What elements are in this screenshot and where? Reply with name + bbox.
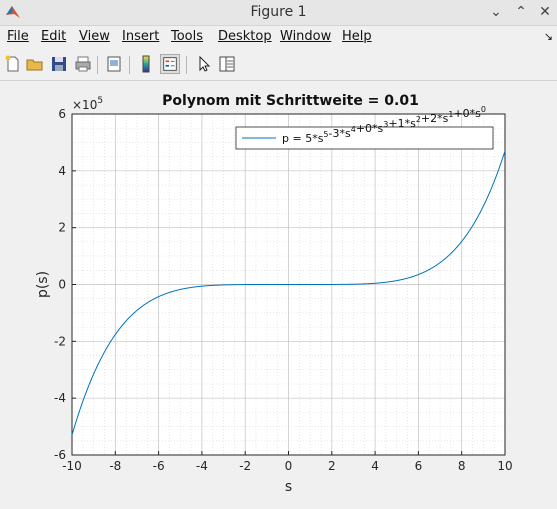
toolbar xyxy=(0,50,557,81)
save-icon[interactable] xyxy=(49,54,69,74)
menu-desktop[interactable]: Desktop xyxy=(218,29,272,44)
y-tick-label: 2 xyxy=(58,221,66,235)
y-tick-label: 6 xyxy=(58,107,66,121)
polynomial-series-line xyxy=(71,150,506,436)
legend-entry-label: p = 5*s5-3*s4+0*s3+1*s2+2*s1+0*s0 xyxy=(282,105,486,145)
window-titlebar: Figure 1 ⌄ ⌃ ✕ xyxy=(0,0,557,26)
x-tick-label: 4 xyxy=(371,459,379,473)
x-tick-label: -10 xyxy=(62,459,82,473)
menu-help[interactable]: Help xyxy=(342,29,372,44)
menu-tools[interactable]: Tools xyxy=(171,29,204,44)
x-tick-label: 0 xyxy=(285,459,293,473)
window-title: Figure 1 xyxy=(250,4,307,20)
x-axis-label: s xyxy=(285,479,292,495)
x-tick-label: -4 xyxy=(196,459,208,473)
toolbar-separator xyxy=(186,56,187,74)
print-icon[interactable] xyxy=(73,54,93,74)
menu-window[interactable]: Window xyxy=(280,29,332,44)
colorbar-icon[interactable] xyxy=(136,54,156,74)
legend-box xyxy=(235,126,494,150)
chart-title: Polynom mit Schrittweite = 0.01 xyxy=(162,93,419,109)
y-tick-label: -2 xyxy=(54,334,66,348)
x-tick-label: 8 xyxy=(458,459,466,473)
close-button[interactable]: ✕ xyxy=(539,4,551,20)
y-tick-label: -4 xyxy=(54,391,66,405)
menu-edit[interactable]: Edit xyxy=(41,29,67,44)
x-tick-label: -6 xyxy=(153,459,165,473)
legend-icon[interactable] xyxy=(160,54,180,74)
new-file-icon[interactable] xyxy=(3,54,23,74)
x-tick-label: 10 xyxy=(497,459,512,473)
x-tick-labels: -10 -8 -6 -4 -2 0 2 4 6 8 10 xyxy=(62,451,513,473)
y-tick-labels: -6 -4 -2 0 2 4 6 xyxy=(54,107,76,462)
x-tick-label: -2 xyxy=(239,459,251,473)
chart: -10 -8 -6 -4 -2 0 2 4 6 8 10 -6 -4 -2 0 2 4 6 ×105 Polyn… xyxy=(35,93,513,495)
x-tick-label: -8 xyxy=(109,459,121,473)
maximize-button[interactable]: ⌃ xyxy=(515,4,527,20)
menu-file[interactable]: File xyxy=(7,29,29,44)
property-editor-icon[interactable] xyxy=(217,54,237,74)
toolbar-separator xyxy=(97,56,98,74)
x-tick-label: 6 xyxy=(415,459,423,473)
menubar: File Edit View Insert Tools Desktop Wind… xyxy=(0,26,557,48)
matlab-logo-icon xyxy=(6,6,20,18)
y-exponent-label: ×105 xyxy=(72,96,103,112)
menu-insert[interactable]: Insert xyxy=(122,29,160,44)
menu-view[interactable]: View xyxy=(79,29,110,44)
y-tick-label: 0 xyxy=(58,278,66,292)
x-tick-label: 2 xyxy=(328,459,336,473)
figure-canvas: -10 -8 -6 -4 -2 0 2 4 6 8 10 -6 -4 -2 0 2 4 6 ×105 Polyn… xyxy=(0,81,557,505)
pointer-icon[interactable] xyxy=(194,54,214,74)
print-preview-icon[interactable] xyxy=(104,54,124,74)
minimize-button[interactable]: ⌄ xyxy=(490,4,502,20)
y-tick-label: 4 xyxy=(58,164,66,178)
menu-overflow-icon[interactable]: ↘ xyxy=(543,30,553,43)
toolbar-separator xyxy=(129,56,130,74)
y-tick-label: -6 xyxy=(54,448,66,462)
open-folder-icon[interactable] xyxy=(25,54,45,74)
legend[interactable]: p = 5*s5-3*s4+0*s3+1*s2+2*s1+0*s0 xyxy=(235,105,494,150)
y-axis-label: p(s) xyxy=(35,271,51,298)
